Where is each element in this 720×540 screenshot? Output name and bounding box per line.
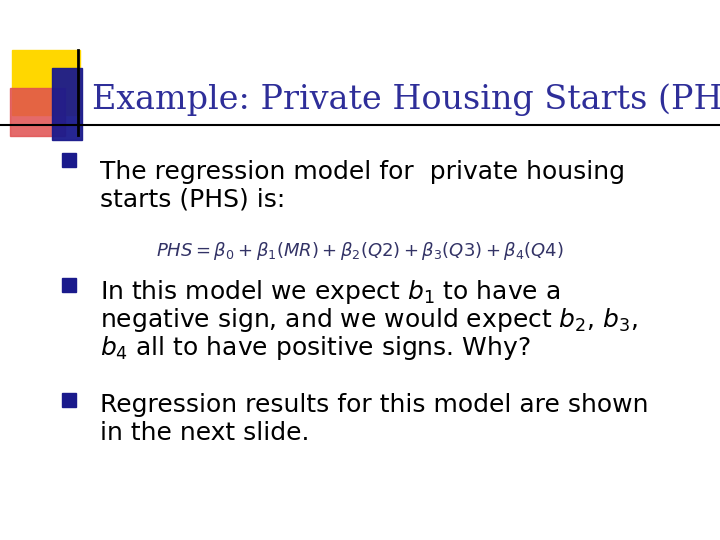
Text: negative sign, and we would expect $b_2$, $b_3$,: negative sign, and we would expect $b_2$… bbox=[100, 306, 638, 334]
Bar bbox=[12, 50, 80, 115]
Bar bbox=[62, 278, 76, 292]
Text: starts (PHS) is:: starts (PHS) is: bbox=[100, 188, 285, 212]
Bar bbox=[52, 68, 82, 140]
Text: In this model we expect $b_1$ to have a: In this model we expect $b_1$ to have a bbox=[100, 278, 560, 306]
Text: The regression model for  private housing: The regression model for private housing bbox=[100, 160, 625, 184]
Text: $PHS = \beta_0 + \beta_1(MR) + \beta_2(Q2) + \beta_3(Q3) + \beta_4(Q4)$: $PHS = \beta_0 + \beta_1(MR) + \beta_2(Q… bbox=[156, 240, 564, 262]
Bar bbox=[62, 393, 76, 407]
Text: $b_4$ all to have positive signs. Why?: $b_4$ all to have positive signs. Why? bbox=[100, 334, 531, 362]
Bar bbox=[10, 88, 65, 136]
Bar bbox=[62, 153, 76, 167]
Text: Example: Private Housing Starts (PHS): Example: Private Housing Starts (PHS) bbox=[92, 84, 720, 116]
Text: in the next slide.: in the next slide. bbox=[100, 421, 310, 445]
Text: Regression results for this model are shown: Regression results for this model are sh… bbox=[100, 393, 649, 417]
